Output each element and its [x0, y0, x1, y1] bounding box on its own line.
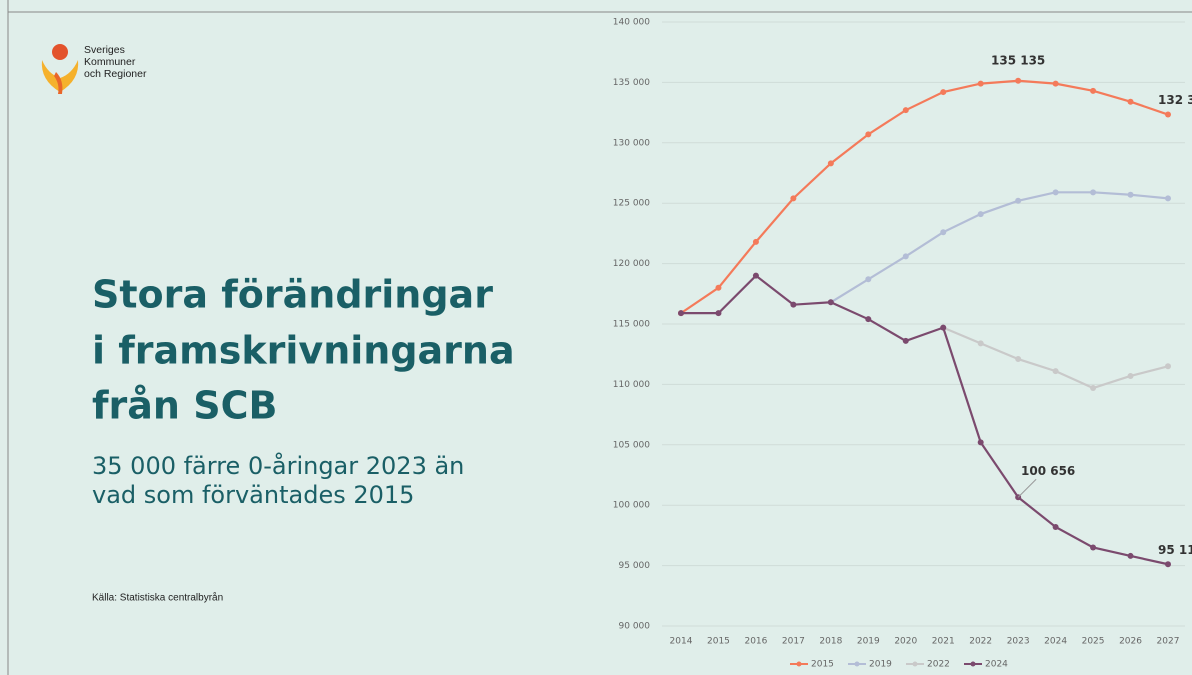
x-tick-label: 2023 [1007, 637, 1030, 647]
x-tick-label: 2015 [707, 637, 730, 647]
point [977, 211, 984, 218]
y-tick-label: 90 000 [619, 622, 651, 632]
point [827, 160, 834, 167]
point [752, 272, 759, 279]
line [681, 274, 1169, 566]
point [715, 310, 722, 317]
data-label: 132 338 [1158, 93, 1192, 107]
point [790, 195, 797, 202]
point [1015, 77, 1022, 84]
point [902, 253, 909, 260]
point [865, 131, 872, 138]
line [680, 79, 1169, 315]
legend-label: 2022 [927, 660, 950, 670]
y-tick-label: 140 000 [613, 18, 650, 28]
point [977, 80, 984, 87]
legend-label: 2024 [985, 660, 1008, 670]
source: Källa: Statistiska centralbyrån [92, 592, 223, 604]
y-tick-label: 100 000 [613, 501, 650, 511]
legend-label: 2019 [869, 660, 892, 670]
point [1127, 191, 1134, 198]
point [902, 337, 909, 344]
data-label: 95 111 [1158, 543, 1192, 557]
point [1090, 544, 1097, 551]
point [1052, 80, 1059, 87]
point [1165, 195, 1171, 202]
y-tick-label: 130 000 [613, 138, 650, 148]
x-tick-label: 2016 [744, 637, 767, 647]
point [1015, 197, 1022, 204]
logo [41, 44, 79, 94]
legend-swatch [970, 661, 976, 667]
point [827, 299, 834, 306]
point [1127, 372, 1134, 379]
point [902, 107, 909, 114]
title: Stora förändringar [92, 273, 493, 317]
logo-text: Kommuner [84, 56, 136, 68]
y-tick-label: 105 000 [613, 440, 650, 450]
point [1090, 87, 1097, 94]
point [1052, 189, 1059, 196]
line [830, 191, 1169, 304]
x-tick-label: 2020 [894, 637, 917, 647]
point [865, 276, 872, 283]
point [1015, 356, 1022, 363]
point [1090, 189, 1097, 196]
x-tick-label: 2021 [932, 637, 955, 647]
point [1090, 385, 1097, 392]
x-tick-label: 2024 [1044, 637, 1067, 647]
logo-text: Sveriges [84, 44, 125, 56]
logo-text: och Regioner [84, 68, 147, 80]
x-tick-label: 2025 [1082, 637, 1105, 647]
point [1165, 111, 1171, 118]
x-tick-label: 2022 [969, 637, 992, 647]
x-tick-label: 2017 [782, 637, 805, 647]
point [977, 340, 984, 347]
point [790, 301, 797, 308]
y-tick-label: 120 000 [613, 259, 650, 269]
point [865, 316, 872, 323]
point [1052, 368, 1059, 375]
y-tick-label: 115 000 [613, 320, 650, 330]
leader-line [1017, 478, 1037, 498]
subtitle: vad som förväntades 2015 [92, 481, 414, 509]
data-label: 100 656 [1021, 464, 1075, 478]
x-tick-label: 2027 [1157, 637, 1180, 647]
title: i framskrivningarna [92, 329, 515, 373]
point [940, 324, 947, 331]
legend-swatch [854, 661, 860, 667]
point [678, 310, 684, 317]
point [1127, 98, 1134, 105]
x-tick-label: 2014 [670, 637, 693, 647]
point [940, 89, 947, 96]
point [1052, 523, 1059, 530]
point [940, 229, 947, 236]
point [1127, 552, 1134, 559]
y-tick-label: 135 000 [613, 78, 650, 88]
point [1165, 363, 1171, 370]
point [1165, 561, 1171, 568]
point [715, 284, 722, 291]
subtitle: 35 000 färre 0-åringar 2023 än [92, 451, 464, 480]
legend-swatch [912, 661, 918, 667]
x-tick-label: 2018 [819, 637, 842, 647]
point [977, 439, 984, 446]
legend-label: 2015 [811, 660, 834, 670]
title: från SCB [92, 384, 277, 428]
y-tick-label: 95 000 [619, 561, 651, 571]
x-tick-label: 2026 [1119, 637, 1142, 647]
y-tick-label: 110 000 [613, 380, 650, 390]
x-tick-label: 2019 [857, 637, 880, 647]
legend-swatch [796, 661, 802, 667]
data-label: 135 135 [991, 53, 1045, 67]
point [752, 238, 759, 245]
y-tick-label: 125 000 [613, 199, 650, 209]
